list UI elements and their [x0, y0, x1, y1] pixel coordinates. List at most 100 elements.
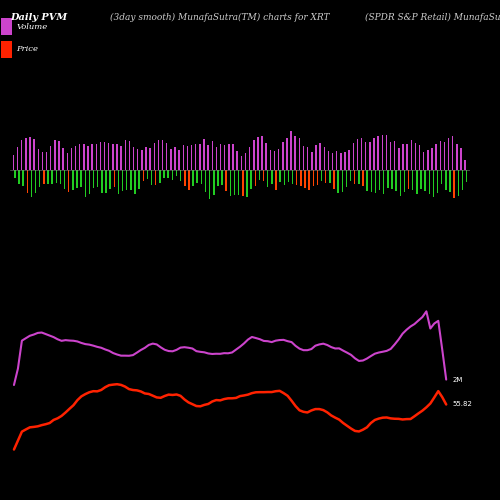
Bar — [466, 170, 468, 182]
Bar — [460, 148, 462, 170]
Bar — [348, 150, 350, 170]
Bar — [396, 170, 397, 191]
Bar — [414, 143, 416, 170]
Bar — [427, 150, 428, 170]
Bar — [38, 150, 39, 170]
Bar — [238, 170, 240, 194]
Bar — [217, 170, 218, 186]
Bar — [398, 148, 400, 170]
Bar — [34, 139, 35, 170]
Bar — [410, 140, 412, 170]
Bar — [257, 138, 258, 170]
Bar — [138, 170, 140, 189]
Bar — [300, 170, 302, 186]
Bar — [134, 170, 136, 194]
Bar — [412, 170, 414, 190]
Bar — [267, 170, 268, 187]
Bar — [298, 138, 300, 170]
Bar — [128, 140, 130, 170]
Bar — [369, 142, 370, 170]
Bar — [66, 154, 68, 170]
Bar — [440, 141, 441, 170]
Bar — [441, 170, 442, 184]
Bar — [408, 170, 410, 190]
Bar — [328, 151, 329, 170]
Bar — [79, 144, 80, 170]
Bar — [168, 170, 169, 178]
Bar — [284, 170, 285, 185]
Bar — [445, 170, 446, 190]
Bar — [100, 142, 101, 170]
Bar — [52, 170, 53, 184]
Bar — [62, 148, 64, 170]
Bar — [432, 170, 434, 197]
Bar — [245, 152, 246, 170]
Bar — [155, 170, 156, 185]
Bar — [88, 170, 90, 194]
Bar — [209, 170, 210, 198]
Bar — [358, 170, 360, 183]
Bar — [154, 143, 155, 170]
Bar — [402, 144, 404, 170]
Bar — [361, 138, 362, 170]
Bar — [464, 160, 466, 170]
Bar — [110, 170, 111, 189]
Bar — [315, 145, 316, 170]
Bar — [394, 141, 396, 170]
Bar — [180, 170, 182, 181]
Bar — [200, 170, 202, 184]
Bar — [294, 136, 296, 170]
Bar — [321, 170, 322, 181]
Bar — [170, 148, 172, 170]
Bar — [236, 151, 238, 170]
Bar — [254, 170, 256, 186]
Text: (3day smooth) MunafaSutra(TM) charts for XRT: (3day smooth) MunafaSutra(TM) charts for… — [110, 12, 330, 22]
Bar — [30, 170, 32, 198]
Bar — [191, 145, 192, 170]
Bar — [158, 140, 159, 170]
Bar — [230, 170, 231, 196]
Bar — [64, 170, 66, 189]
Bar — [178, 150, 180, 170]
Bar — [17, 148, 18, 170]
Bar — [220, 144, 222, 170]
Bar — [112, 144, 114, 170]
Bar — [70, 148, 72, 170]
Bar — [266, 143, 267, 170]
Bar — [226, 170, 227, 192]
Bar — [93, 170, 94, 188]
Bar — [263, 170, 264, 180]
Text: Daily PVM: Daily PVM — [10, 12, 67, 22]
Bar — [137, 148, 138, 170]
Bar — [356, 139, 358, 170]
Bar — [118, 170, 119, 194]
Bar — [240, 156, 242, 170]
Bar — [212, 142, 213, 170]
Bar — [126, 170, 128, 190]
Bar — [204, 139, 205, 170]
Bar — [352, 144, 354, 170]
Bar — [246, 170, 248, 197]
Bar — [83, 144, 84, 170]
Bar — [444, 142, 445, 170]
Bar — [184, 170, 186, 186]
Text: 2M: 2M — [452, 376, 462, 382]
Bar — [274, 151, 275, 170]
Bar — [159, 170, 160, 182]
Bar — [208, 145, 209, 170]
Bar — [50, 146, 51, 170]
Bar — [133, 147, 134, 170]
Bar — [329, 170, 330, 183]
Bar — [18, 170, 20, 184]
Bar — [54, 140, 56, 170]
Bar — [456, 144, 458, 170]
Bar — [324, 146, 325, 170]
Bar — [120, 146, 122, 170]
Bar — [452, 136, 454, 170]
Bar — [114, 170, 115, 188]
Bar — [249, 147, 250, 170]
Bar — [462, 170, 463, 190]
Bar — [454, 170, 455, 198]
Bar — [92, 144, 93, 170]
Bar — [320, 143, 321, 170]
